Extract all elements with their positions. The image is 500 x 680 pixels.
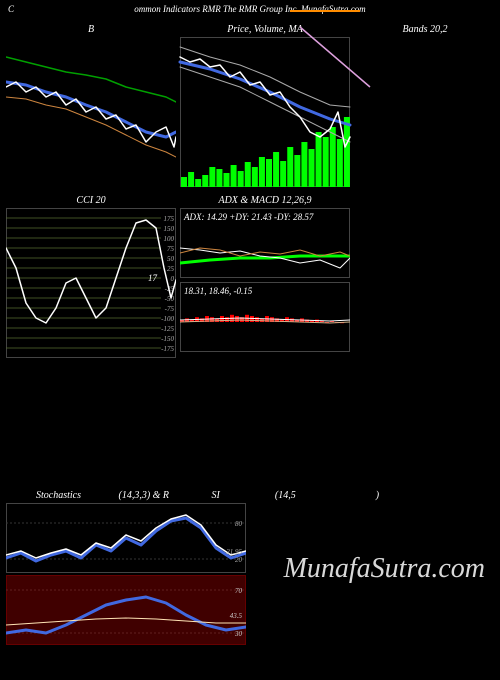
svg-text:150: 150 [164, 225, 175, 233]
header-left: C [8, 4, 14, 14]
bands-left-panel: B [6, 22, 176, 187]
svg-text:18.31, 18.46, -0.15: 18.31, 18.46, -0.15 [184, 286, 253, 296]
adx-macd-panel: ADX & MACD 12,26,9 ADX: 14.29 +DY: 21.43… [180, 193, 350, 358]
svg-text:75: 75 [167, 245, 175, 253]
bands-label-panel: Bands 20,2 [350, 22, 500, 187]
title-adx: ADX & MACD 12,26,9 [180, 193, 350, 208]
row-1: B Price, Volume, MA Bands 20,2 [0, 22, 500, 187]
chart-price [180, 37, 350, 187]
svg-text:-175: -175 [161, 345, 174, 353]
price-panel: Price, Volume, MA [180, 22, 350, 187]
chart-cci: 1751501007550250-25-50-75-100-125-150-17… [6, 208, 176, 358]
chart-macd: 18.31, 18.46, -0.15 [180, 282, 350, 352]
chart-rsi: 70 43.5 30 [6, 575, 246, 645]
chart-stochastics: 80 21.9520 [6, 503, 246, 573]
svg-text:ADX: 14.29 +DY: 21.43 -DY: 28.: ADX: 14.29 +DY: 21.43 -DY: 28.57 [183, 212, 314, 222]
chart-adx: ADX: 14.29 +DY: 21.43 -DY: 28.57 [180, 208, 350, 278]
svg-text:-125: -125 [161, 325, 174, 333]
svg-text:17: 17 [148, 273, 158, 283]
svg-text:21.95: 21.95 [226, 548, 242, 556]
svg-text:25: 25 [167, 265, 175, 273]
svg-text:20: 20 [235, 556, 243, 564]
svg-text:80: 80 [235, 520, 243, 528]
svg-text:100: 100 [164, 235, 175, 243]
row-2: CCI 20 1751501007550250-25-50-75-100-125… [0, 193, 500, 358]
svg-text:-50: -50 [165, 295, 175, 303]
title-price: Price, Volume, MA [180, 22, 350, 37]
svg-text:0: 0 [171, 275, 175, 283]
header-center: ommon Indicators RMR The RMR Group Inc. … [134, 4, 365, 14]
svg-text:70: 70 [235, 587, 243, 595]
svg-text:-150: -150 [161, 335, 174, 343]
title-stoch: Stochastics (14,3,3) & R SI (14,5 ) [6, 488, 500, 503]
svg-text:-100: -100 [161, 315, 174, 323]
page-header: C ommon Indicators RMR The RMR Group Inc… [0, 0, 500, 18]
watermark: MunafaSutra.com [284, 553, 485, 585]
title-bands: Bands 20,2 [350, 22, 500, 37]
cci-panel: CCI 20 1751501007550250-25-50-75-100-125… [6, 193, 176, 358]
svg-text:-75: -75 [165, 305, 175, 313]
title-cci: CCI 20 [6, 193, 176, 208]
svg-text:50: 50 [167, 255, 175, 263]
svg-text:30: 30 [234, 630, 243, 638]
svg-text:43.5: 43.5 [230, 612, 243, 620]
title-b: B [6, 22, 176, 37]
chart-bands-left [6, 37, 176, 187]
header-accent [290, 10, 360, 12]
svg-text:175: 175 [164, 215, 175, 223]
